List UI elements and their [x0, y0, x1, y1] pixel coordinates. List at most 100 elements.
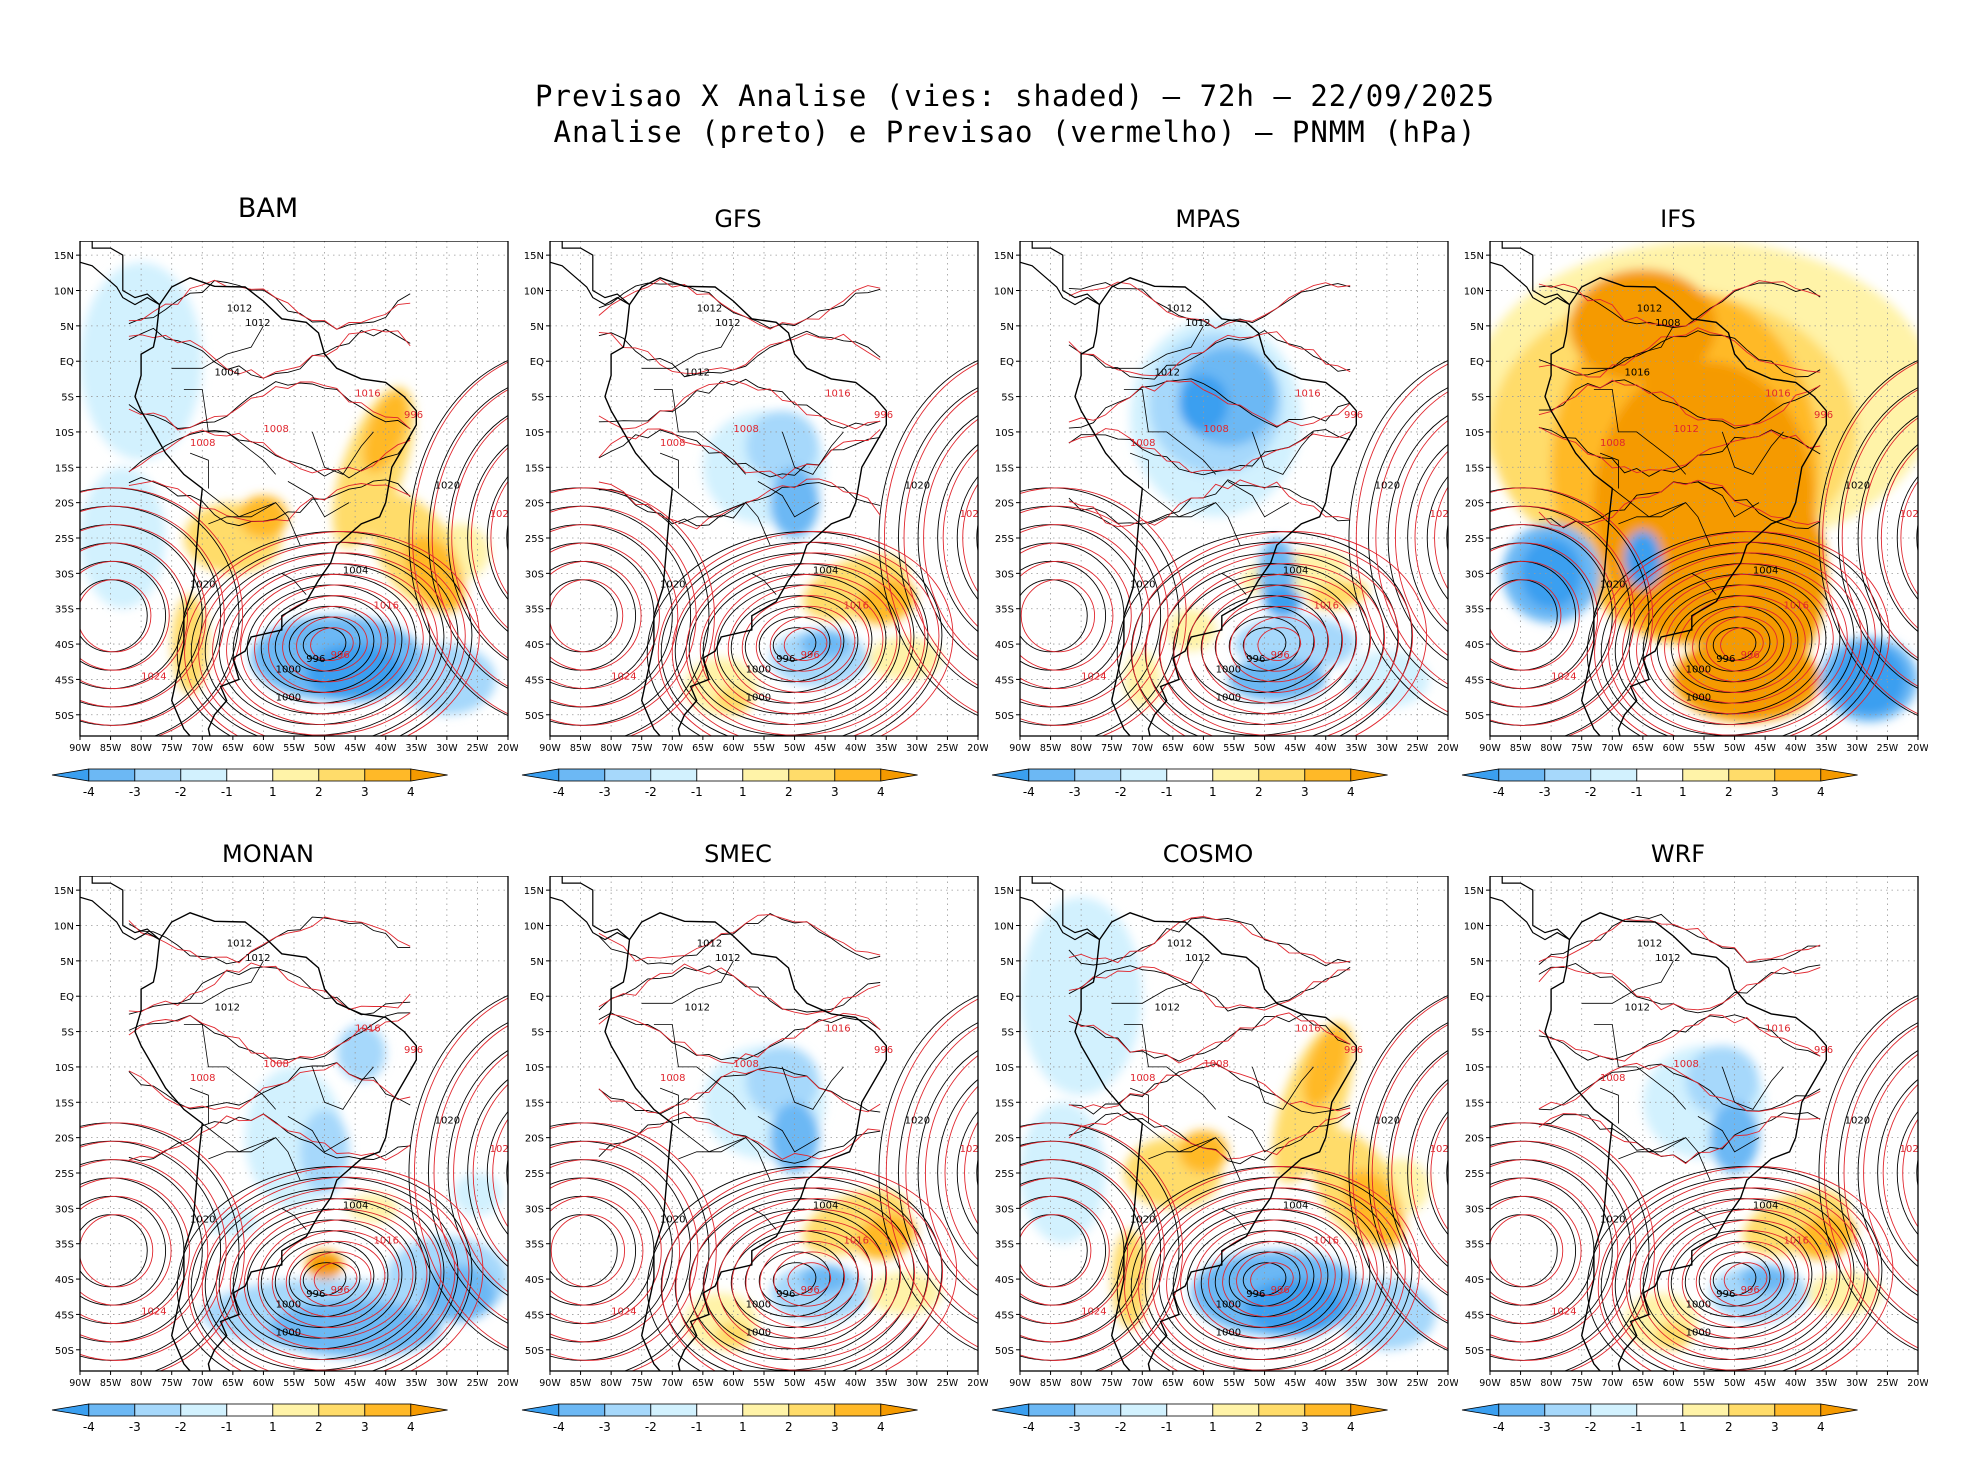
- lat-tick-label: 25S: [1465, 534, 1484, 545]
- colorbar-segment: [1544, 1403, 1592, 1417]
- colorbar-label: 4: [1817, 1420, 1825, 1434]
- panel-title: MPAS: [1175, 205, 1241, 233]
- lon-tick-label: 45W: [344, 1378, 366, 1389]
- lon-tick-label: 80W: [130, 1378, 152, 1389]
- lat-tick-label: 15S: [55, 1098, 74, 1109]
- contour-label: 1008: [733, 1059, 758, 1070]
- colorbar-segment: [318, 768, 366, 782]
- lat-tick-label: 10N: [1464, 922, 1484, 933]
- contour-label: 1016: [1765, 389, 1790, 400]
- lon-tick-label: 75W: [1101, 1378, 1123, 1389]
- contour-label: 1012: [1185, 953, 1210, 964]
- colorbar-label: -4: [1023, 1420, 1035, 1434]
- colorbar-segment: [521, 1403, 560, 1417]
- coastline: [550, 876, 887, 1371]
- coastline: [1490, 241, 1827, 736]
- graticule: [1490, 876, 1918, 1371]
- lat-tick-label: 5N: [530, 322, 544, 333]
- contour-label: 1016: [1295, 1024, 1320, 1035]
- colorbar: -4 -3 -2 -1 1 2 3 4: [991, 768, 1388, 799]
- contour-labels: 1012 1008 1012 1016 1020 1024 1000 996 1004 1008 1…: [1081, 304, 1448, 704]
- contour-label: 1000: [276, 693, 301, 704]
- lat-tick-label: 20S: [995, 1134, 1014, 1145]
- lon-tick-label: 45W: [814, 1378, 836, 1389]
- contour-label: 1012: [1637, 939, 1662, 950]
- colorbar-label: 4: [407, 785, 415, 799]
- colorbar-segment: [1728, 768, 1776, 782]
- lat-tick-label: 30S: [1465, 569, 1484, 580]
- lat-tick-label: 35S: [525, 605, 544, 616]
- contour-label: 1024: [611, 1306, 636, 1317]
- contour-label: 1008: [190, 1073, 215, 1084]
- lon-tick-label: 70W: [192, 743, 214, 754]
- colorbar-segment: [1682, 768, 1730, 782]
- contour-label: 1020: [660, 580, 685, 591]
- lat-tick-label: 10N: [54, 922, 74, 933]
- colorbar-segment: [1590, 1403, 1638, 1417]
- contour-label: 1012: [685, 367, 710, 378]
- colorbar-label: -2: [1585, 785, 1597, 799]
- contour-label: 996: [1814, 410, 1833, 421]
- contour-label: 1016: [1313, 1236, 1338, 1247]
- lon-tick-label: 40W: [1785, 743, 1807, 754]
- lon-tick-label: 60W: [253, 1378, 275, 1389]
- contour-label: 1024: [1081, 1306, 1106, 1317]
- lon-tick-label: 80W: [600, 1378, 622, 1389]
- contour-label: 1024: [490, 509, 515, 520]
- lon-tick-label: 25W: [1877, 743, 1899, 754]
- bias-cell: [1264, 587, 1302, 616]
- colorbar-label: -2: [1585, 1420, 1597, 1434]
- lat-tick-label: 15N: [1464, 886, 1484, 897]
- colorbar-label: 4: [877, 1420, 885, 1434]
- lon-tick-label: 35W: [406, 1378, 428, 1389]
- contour-label: 1000: [1686, 1328, 1711, 1339]
- bias-map: 1012100810121016102010241000996100410081…: [521, 875, 989, 1434]
- lon-tick-label: 90W: [69, 1378, 91, 1389]
- bias-map: 1012100810121016102010241000996100410081…: [991, 875, 1459, 1434]
- contour-label: 1016: [825, 1024, 850, 1035]
- colorbar: -4 -3 -2 -1 1 2 3 4: [51, 1403, 448, 1434]
- lat-tick-label: 35S: [995, 1240, 1014, 1251]
- colorbar-label: -1: [221, 1420, 233, 1434]
- colorbar-label: 1: [269, 1420, 277, 1434]
- panel-mpas: MPAS 1012 1008 1012 1016 1020 1024 1000 996 1004 1…: [978, 205, 1459, 825]
- lat-tick-label: 10N: [524, 922, 544, 933]
- contour-label: 1024: [1900, 509, 1925, 520]
- lon-tick-label: 50W: [314, 743, 336, 754]
- colorbar-label: 2: [785, 1420, 793, 1434]
- colorbar-label: -2: [175, 1420, 187, 1434]
- contour-label: 1000: [746, 1299, 771, 1310]
- colorbar-segment: [880, 768, 918, 782]
- bias-cell: [422, 1264, 496, 1322]
- colorbar-label: -4: [83, 1420, 95, 1434]
- axes: 15N 10N 5N EQ 5S 10S 15S 20S 25S 30S 35S 40S 45S 50S 9…: [1464, 886, 1930, 1389]
- lat-tick-label: 45S: [55, 1310, 74, 1321]
- contour-labels: 1012 1008 1012 1016 1020 1024 1000 996 1004 1008 1…: [1551, 939, 1918, 1339]
- lon-tick-label: 75W: [1571, 743, 1593, 754]
- colorbar-label: -3: [1539, 1420, 1551, 1434]
- colorbar-label: 1: [1209, 785, 1217, 799]
- low-center-label: 996: [1246, 1289, 1265, 1300]
- lon-tick-label: 55W: [283, 743, 305, 754]
- lon-tick-label: 20W: [967, 743, 988, 754]
- lon-tick-label: 75W: [161, 743, 183, 754]
- contour-label: 1000: [276, 1328, 301, 1339]
- lat-tick-label: EQ: [60, 992, 74, 1003]
- lon-tick-label: 45W: [814, 743, 836, 754]
- lon-tick-label: 70W: [1602, 1378, 1624, 1389]
- colorbar-segment: [1636, 768, 1684, 782]
- colorbar-label: 3: [1771, 1420, 1779, 1434]
- colorbar-segment: [834, 768, 882, 782]
- lon-tick-label: 70W: [192, 1378, 214, 1389]
- lat-tick-label: 40S: [995, 1275, 1014, 1286]
- lat-tick-label: 5S: [1001, 393, 1014, 404]
- contour-label: 1000: [1686, 664, 1711, 675]
- contour-label: 1000: [746, 1328, 771, 1339]
- lon-tick-label: 50W: [784, 743, 806, 754]
- colorbar-segment: [134, 768, 182, 782]
- colorbar-segment: [364, 1403, 412, 1417]
- lon-tick-label: 70W: [662, 1378, 684, 1389]
- contour-label: 996: [1814, 1045, 1833, 1056]
- lat-tick-label: 5N: [1470, 957, 1484, 968]
- map-frame: 1012 1008 1012 1016 1020 1024 1000 996 1004 1008 1…: [978, 875, 1459, 1470]
